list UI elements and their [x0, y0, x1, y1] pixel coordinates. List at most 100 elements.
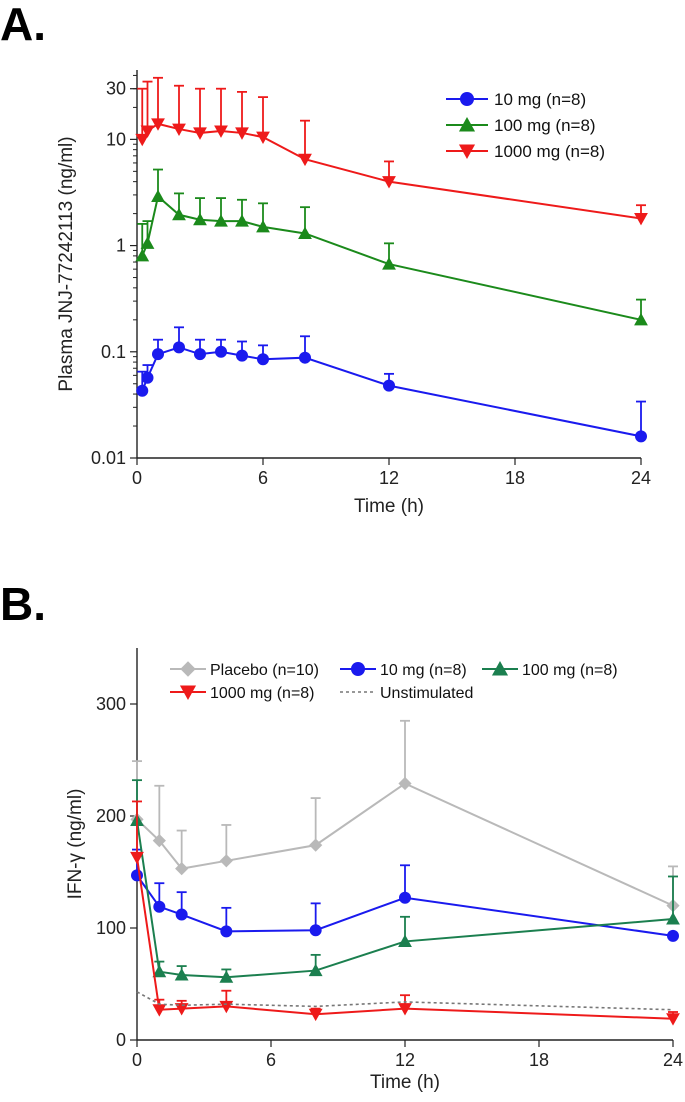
- chart-b-series-unstimulated-line: [136, 991, 674, 1011]
- chart-a-series-10-mg-n-8-point: [299, 351, 311, 364]
- chart-a-series-100-mg-n-8-point: [298, 226, 312, 240]
- chart-b-legend-1000-mg-n-8-label: 1000 mg (n=8): [210, 685, 315, 702]
- chart-a-legend-100-mg-n-8-marker: [458, 116, 476, 132]
- chart-a-series-10-mg-n-8-point: [194, 348, 206, 361]
- chart-a-y-axis-label: Plasma JNJ-77242113 (ng/ml): [56, 136, 77, 391]
- chart-b-ifn-gamma: 0 100 200 300 0 6 12 18 24 Time (h) IFN-γ (ng/ml) P…: [65, 648, 683, 1093]
- chart-b-series-1000-mg-n-8-point: [130, 851, 144, 865]
- chart-b-series-100-mg-n-8: [130, 779, 680, 983]
- chart-a-series-100-mg-n-8-point: [140, 236, 155, 249]
- chart-a-legend-100-mg-n-8-label: 100 mg (n=8): [494, 116, 596, 135]
- chart-b-series-placebo-n-10-point: [309, 838, 323, 852]
- chart-a-series-1000-mg-n-8-point: [235, 127, 249, 140]
- chart-b-x-tick-label: 6: [266, 1050, 276, 1070]
- chart-b-series-10-mg-n-8-point: [220, 925, 233, 938]
- panel-a-letter: A.: [0, 0, 46, 50]
- chart-b-series-10-mg-n-8-point: [399, 891, 411, 904]
- chart-a-series-1000-mg-n-8-point: [382, 176, 396, 189]
- chart-a-series-100-mg-n-8-point: [151, 189, 165, 202]
- chart-b-legend-10-mg-n-8-marker: [351, 662, 365, 676]
- chart-a-legend-10-mg-n-8-label: 10 mg (n=8): [494, 90, 586, 109]
- chart-b-series-10-mg-n-8-point: [667, 929, 679, 942]
- chart-a-series-1000-mg-n-8-point: [298, 153, 312, 167]
- chart-a-legend-1000-mg-n-8-label: 1000 mg (n=8): [494, 142, 605, 161]
- chart-a-series-100-mg-n-8-point: [382, 257, 396, 270]
- chart-a-legend: 10 mg (n=8) 100 mg (n=8) 1000 mg (n=8): [446, 90, 605, 161]
- chart-b-series-1000-mg-n-8-point: [152, 1004, 167, 1017]
- chart-a-series-10-mg-n-8-line: [141, 346, 642, 438]
- chart-b-series-1000-mg-n-8: [130, 800, 680, 1026]
- chart-b-series-100-mg-n-8-point: [666, 912, 680, 925]
- chart-b-x-tick-label: 24: [663, 1050, 683, 1070]
- chart-b-series-100-mg-n-8-point: [152, 964, 167, 978]
- chart-b-legend-100-mg-n-8-marker: [491, 660, 509, 676]
- chart-a-series-100-mg-n-8-point: [193, 212, 207, 226]
- chart-a-series-1000-mg-n-8-point: [256, 131, 270, 145]
- chart-a-series-1000-mg-n-8-point: [193, 127, 207, 140]
- chart-a-series-10-mg-n-8-point: [236, 349, 248, 362]
- chart-b-series-1000-mg-n-8-point: [398, 1003, 412, 1016]
- chart-b-legend-100-mg-n-8-label: 100 mg (n=8): [522, 662, 618, 679]
- chart-a-series-10-mg-n-8-point: [141, 371, 154, 384]
- chart-a-series-1000-mg-n-8: [135, 76, 648, 226]
- chart-a-series-10-mg-n-8-point: [383, 379, 395, 392]
- chart-a-series-100-mg-n-8-point: [172, 207, 186, 221]
- chart-b-y-axis-label: IFN-γ (ng/ml): [65, 789, 86, 900]
- chart-a-series-100-mg-n-8-line: [141, 194, 642, 321]
- chart-b-y-tick-label: 0: [116, 1030, 126, 1050]
- chart-a-series-100-mg-n-8-point: [634, 312, 648, 326]
- chart-a-y-tick-label: 0.1: [101, 342, 126, 362]
- chart-b-series-10-mg-n-8-point: [175, 908, 188, 921]
- chart-b-y-tick-label: 200: [96, 806, 126, 826]
- chart-b-series-1000-mg-n-8-point: [174, 1003, 189, 1016]
- chart-b-series-1000-mg-n-8-point: [219, 1000, 234, 1014]
- chart-a-series-10-mg-n-8: [136, 326, 647, 443]
- chart-a-series-10-mg-n-8-point: [152, 348, 164, 361]
- chart-b-x-axis-label: Time (h): [370, 1072, 440, 1093]
- chart-a-y-tick-label: 0.01: [91, 448, 126, 468]
- chart-b-series-unstimulated: [136, 991, 674, 1011]
- chart-a-x-tick-label: 24: [631, 468, 651, 488]
- chart-a-x-tick-label: 12: [379, 468, 399, 488]
- chart-a-series-1000-mg-n-8-point: [634, 212, 648, 226]
- chart-a-series-1000-mg-n-8-point: [172, 123, 186, 136]
- chart-a-series-10-mg-n-8-point: [173, 341, 185, 354]
- chart-b-series-1000-mg-n-8-point: [308, 1008, 323, 1022]
- chart-a-legend-1000-mg-n-8-marker: [458, 144, 476, 160]
- chart-a-series-100-mg-n-8-point: [214, 214, 228, 227]
- chart-a-series-1000-mg-n-8-point: [135, 133, 150, 147]
- chart-b-series-placebo-n-10-point: [219, 854, 233, 868]
- chart-a-y-tick-label: 10: [106, 129, 126, 149]
- chart-a-series-1000-mg-n-8-point: [214, 125, 228, 138]
- chart-b-series-100-mg-n-8-point: [398, 934, 412, 947]
- chart-b-series-placebo-n-10-point: [398, 776, 412, 791]
- chart-b-x-tick-label: 12: [395, 1050, 415, 1070]
- chart-b-legend-placebo-n-10-marker: [180, 661, 196, 677]
- chart-a-series-10-mg-n-8-point: [136, 384, 149, 397]
- panel-b-letter: B.: [0, 578, 46, 630]
- chart-b-series-100-mg-n-8-point: [174, 968, 189, 981]
- chart-b-x-tick-label: 0: [132, 1050, 142, 1070]
- chart-b-legend-10-mg-n-8-label: 10 mg (n=8): [380, 662, 467, 679]
- chart-b-legend-unstimulated-label: Unstimulated: [380, 685, 473, 702]
- chart-a-x-tick-label: 0: [132, 468, 142, 488]
- chart-a-series-10-mg-n-8-point: [635, 430, 647, 443]
- chart-a-series-1000-mg-n-8-point: [151, 118, 165, 131]
- chart-a-series-100-mg-n-8: [135, 168, 648, 326]
- chart-a-x-tick-label: 18: [505, 468, 525, 488]
- chart-a-series-100-mg-n-8-point: [235, 214, 249, 227]
- chart-b-series-10-mg-n-8-point: [153, 900, 166, 913]
- chart-b-series-1000-mg-n-8-point: [666, 1013, 680, 1026]
- chart-a-series-1000-mg-n-8-line: [141, 122, 642, 220]
- chart-b-series-placebo-n-10-point: [175, 862, 189, 876]
- chart-b-legend-placebo-n-10-label: Placebo (n=10): [210, 662, 319, 679]
- chart-b-series-100-mg-n-8-point: [219, 970, 234, 983]
- chart-a-series-100-mg-n-8-point: [135, 248, 150, 262]
- chart-a-series-100-mg-n-8-point: [256, 219, 270, 233]
- chart-a-pk: 0.01 0.1 1 10 30 0 6 12 18 24 Time (h) Plasma JNJ-7…: [56, 70, 651, 517]
- chart-a-series-10-mg-n-8-point: [215, 345, 227, 358]
- chart-a-x-tick-label: 6: [258, 468, 268, 488]
- chart-b-y-tick-label: 300: [96, 694, 126, 714]
- chart-b-legend: Placebo (n=10) 10 mg (n=8) 100 mg (n=8) 100…: [170, 660, 618, 702]
